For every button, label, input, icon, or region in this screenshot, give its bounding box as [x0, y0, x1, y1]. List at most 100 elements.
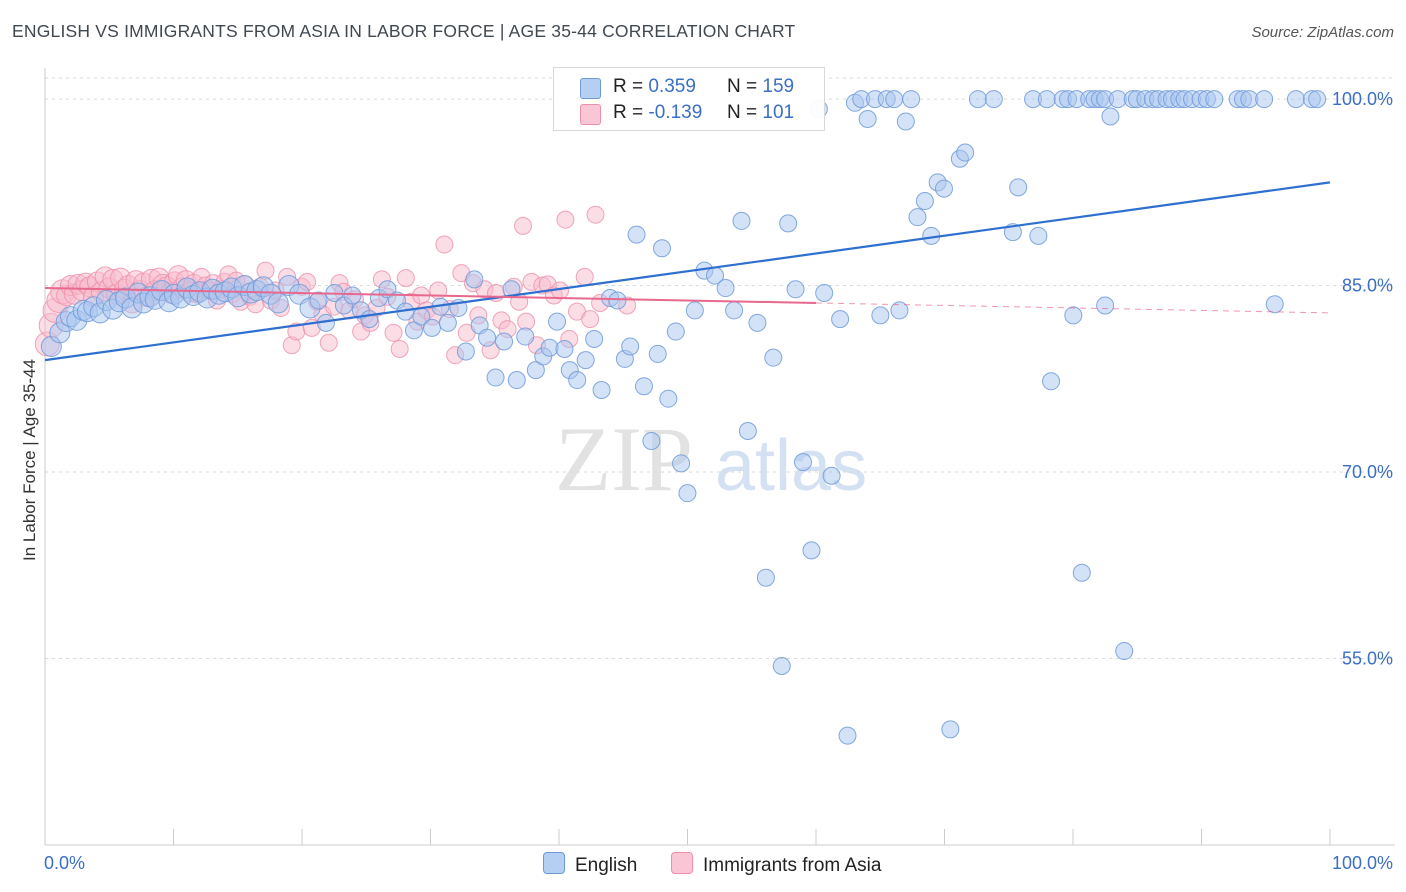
english-point	[934, 179, 953, 198]
y-tick-label: 70.0%	[1342, 462, 1393, 482]
english-point	[652, 239, 671, 258]
tick-labels: 55.0% 70.0% 85.0% 100.0% 0.0% 100.0%	[44, 89, 1393, 873]
asia-point	[514, 216, 533, 235]
english-point	[885, 90, 904, 109]
english-n: N = 159	[727, 76, 794, 98]
english-point	[568, 371, 587, 390]
english-point	[516, 327, 535, 346]
asia-point	[575, 267, 594, 286]
english-r-value: 0.359	[648, 76, 696, 97]
asia-point	[384, 323, 403, 342]
english-point	[1255, 90, 1274, 109]
english-point	[456, 342, 475, 361]
english-point	[465, 270, 484, 289]
english-r: R = 0.359	[613, 76, 696, 98]
bottom-legend-asia: Immigrants from Asia	[671, 852, 881, 877]
english-point	[748, 313, 767, 332]
english-point	[802, 541, 821, 560]
english-point	[672, 454, 691, 473]
english-point	[1037, 90, 1056, 109]
english-point	[309, 291, 328, 310]
asia-point	[390, 339, 409, 358]
english-point	[786, 280, 805, 299]
english-point	[822, 466, 841, 485]
asia-n-value: 101	[762, 102, 795, 123]
english-point	[267, 292, 289, 314]
english-point	[896, 112, 915, 131]
asia-point	[586, 205, 605, 224]
asia-point	[556, 210, 575, 229]
english-point	[1064, 306, 1083, 325]
english-point	[648, 344, 667, 363]
watermark-atlas: atlas	[715, 426, 867, 506]
english-r-label: R =	[613, 76, 644, 97]
english-point	[858, 109, 877, 128]
english-point	[666, 322, 685, 341]
english-point	[1072, 563, 1091, 582]
english-point	[634, 377, 653, 396]
english-point	[902, 90, 921, 109]
english-point	[642, 431, 661, 450]
english-point	[732, 211, 751, 230]
english-n-value: 159	[762, 76, 795, 97]
english-point	[548, 312, 567, 331]
asia-r: R = -0.139	[613, 102, 702, 124]
english-point	[956, 143, 975, 162]
english-point	[621, 337, 640, 356]
bottom-legend-english: English	[543, 852, 637, 877]
english-point	[831, 310, 850, 329]
english-trend-line	[44, 181, 1331, 362]
asia-r-label: R =	[613, 102, 644, 123]
english-point	[738, 422, 757, 441]
english-point	[1009, 178, 1028, 197]
english-point	[659, 389, 678, 408]
english-point	[555, 339, 574, 358]
gridlines	[45, 77, 1395, 660]
english-point	[685, 301, 704, 320]
english-point	[495, 332, 514, 351]
english-point	[627, 225, 646, 244]
bottom-english-label: English	[575, 855, 638, 876]
english-point	[1096, 296, 1115, 315]
asia-point	[581, 310, 600, 329]
english-point	[507, 371, 526, 390]
english-point	[608, 291, 627, 310]
asia-trend-extension	[815, 302, 1331, 314]
asia-n-label: N =	[727, 102, 758, 123]
english-point	[1029, 226, 1048, 245]
english-point	[1042, 372, 1061, 391]
y-axis-label: In Labor Force | Age 35-44	[20, 359, 39, 561]
asia-point	[517, 312, 536, 331]
chart-source: Source: ZipAtlas.com	[1251, 24, 1394, 41]
y-tick-label: 100.0%	[1332, 89, 1393, 109]
asia-n: N = 101	[727, 102, 794, 124]
english-point	[1115, 642, 1134, 661]
english-point	[404, 321, 423, 340]
english-point	[1265, 295, 1284, 314]
english-point	[725, 301, 744, 320]
english-point	[871, 306, 890, 325]
english-point	[486, 368, 505, 387]
english-point	[592, 380, 611, 399]
english-point	[343, 286, 362, 305]
english-point	[756, 568, 775, 587]
english-point	[764, 348, 783, 367]
x-tick-label: 0.0%	[44, 853, 85, 873]
english-point	[576, 351, 595, 370]
english-point	[984, 90, 1003, 109]
english-swatch	[580, 78, 601, 99]
english-point	[678, 484, 697, 503]
watermark-zip: ZIP	[555, 408, 693, 510]
chart-title: ENGLISH VS IMMIGRANTS FROM ASIA IN LABOR…	[12, 21, 796, 41]
english-point	[793, 453, 812, 472]
english-point	[815, 284, 834, 303]
english-point	[360, 310, 379, 329]
x-tick-label: 100.0%	[1332, 853, 1393, 873]
english-point	[779, 214, 798, 233]
asia-point	[319, 333, 338, 352]
english-points	[40, 90, 1327, 745]
english-point	[772, 656, 791, 675]
y-tick-label: 55.0%	[1342, 649, 1393, 669]
asia-point	[435, 235, 454, 254]
